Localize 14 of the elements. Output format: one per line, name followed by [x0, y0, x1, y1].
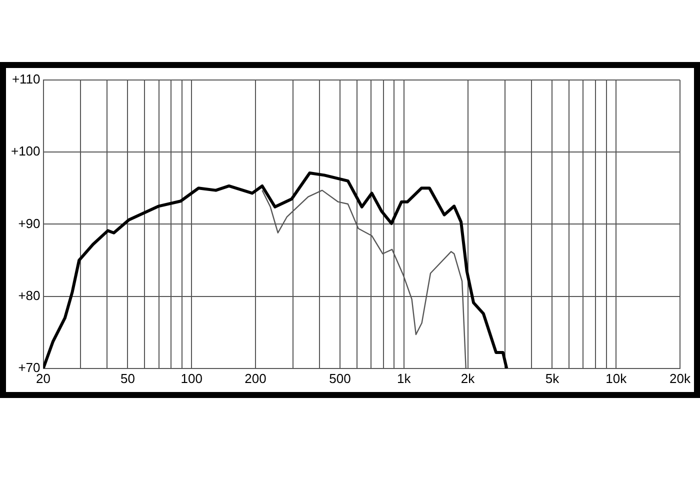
x-tick-label: 2k [460, 370, 476, 386]
x-tick-label: 5k [545, 370, 560, 386]
x-tick-label: 20k [670, 370, 691, 386]
y-tick-label: +100 [10, 144, 40, 159]
y-tick-label: +110 [12, 72, 40, 87]
x-tick-label: 50 [120, 370, 135, 386]
x-tick-label: 10k [606, 370, 628, 386]
x-tick-label: 200 [244, 370, 266, 386]
x-tick-label: 100 [180, 370, 202, 386]
y-tick-label: +70 [18, 360, 40, 375]
y-tick-label: +80 [18, 288, 40, 303]
x-tick-label: 1k [397, 370, 412, 386]
y-tick-label: +90 [18, 216, 40, 231]
x-tick-label: 500 [329, 370, 351, 386]
